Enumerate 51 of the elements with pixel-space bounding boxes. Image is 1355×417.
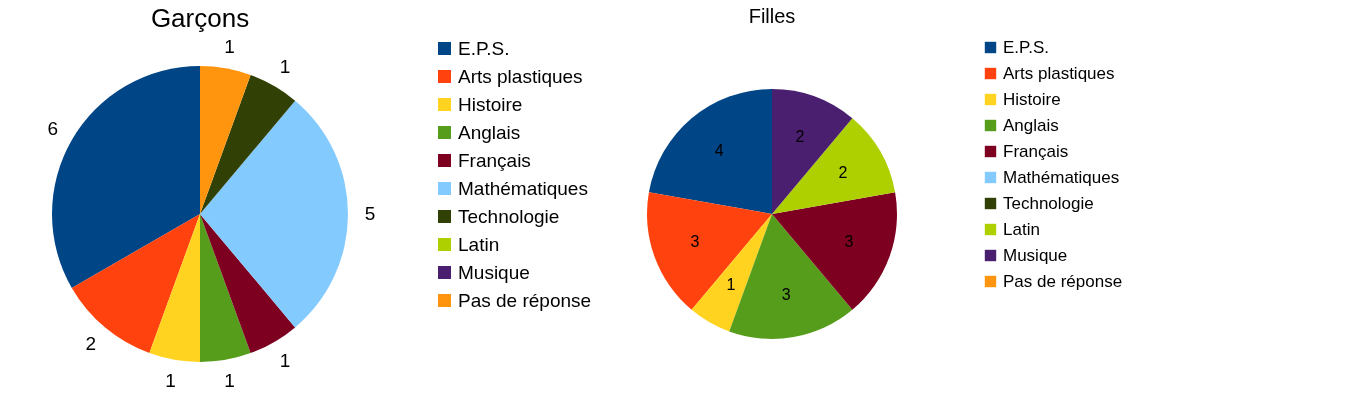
data-label: 2 — [85, 333, 97, 355]
pie-slice — [772, 89, 853, 214]
legend-label: Histoire — [1003, 89, 1061, 109]
data-label: 3 — [781, 285, 791, 303]
legend-label: Musique — [458, 261, 530, 283]
pie-slice — [648, 89, 772, 214]
pie-slice — [200, 66, 251, 214]
legend-label: E.P.S. — [458, 37, 510, 59]
data-label: 2 — [838, 164, 848, 181]
pie-slice — [772, 192, 897, 310]
pie-slice — [71, 214, 200, 354]
legend-label: Histoire — [458, 93, 523, 115]
data-label: 3 — [690, 233, 700, 251]
pie-slice — [200, 100, 348, 328]
data-label: 3 — [844, 233, 854, 251]
pie-slice — [200, 214, 296, 354]
pie-slice — [691, 214, 772, 332]
pie-slice — [647, 192, 772, 310]
pie-slice — [200, 74, 296, 214]
legend-label: Pas de réponse — [1003, 271, 1123, 291]
data-label: 4 — [714, 142, 724, 160]
pie-slice — [200, 214, 251, 362]
pie-slice — [729, 214, 853, 339]
legend-label: Latin — [458, 233, 500, 255]
legend-label: Latin — [1003, 219, 1040, 239]
legend-label: Mathématiques — [458, 177, 588, 199]
legend-label: Mathématiques — [1003, 167, 1120, 187]
legend-label: Musique — [1003, 245, 1068, 265]
data-label: 1 — [165, 370, 176, 392]
legend-label: Arts plastiques — [1003, 63, 1115, 83]
legend-label: E.P.S. — [1003, 37, 1049, 57]
data-label: 1 — [224, 35, 235, 57]
data-label: 1 — [279, 55, 291, 77]
data-label: 6 — [47, 118, 59, 139]
data-label: 1 — [279, 350, 291, 372]
chart-title: Garçons — [150, 2, 250, 33]
legend-label: Technologie — [1003, 193, 1094, 213]
data-label: 1 — [224, 370, 235, 392]
chart-title: Filles — [748, 5, 796, 27]
data-label: 5 — [364, 203, 376, 224]
pie-slice — [772, 118, 896, 214]
legend-label: Français — [458, 149, 531, 171]
legend-label: Anglais — [458, 121, 521, 143]
pie-slice — [149, 214, 200, 362]
legend-label: Pas de réponse — [458, 289, 592, 311]
legend-label: Technologie — [458, 205, 560, 227]
legend-label: Arts plastiques — [458, 65, 583, 87]
legend-label: Anglais — [1003, 115, 1059, 135]
legend-label: Français — [1003, 141, 1069, 161]
data-label: 2 — [795, 127, 805, 145]
data-label: 1 — [726, 276, 736, 294]
